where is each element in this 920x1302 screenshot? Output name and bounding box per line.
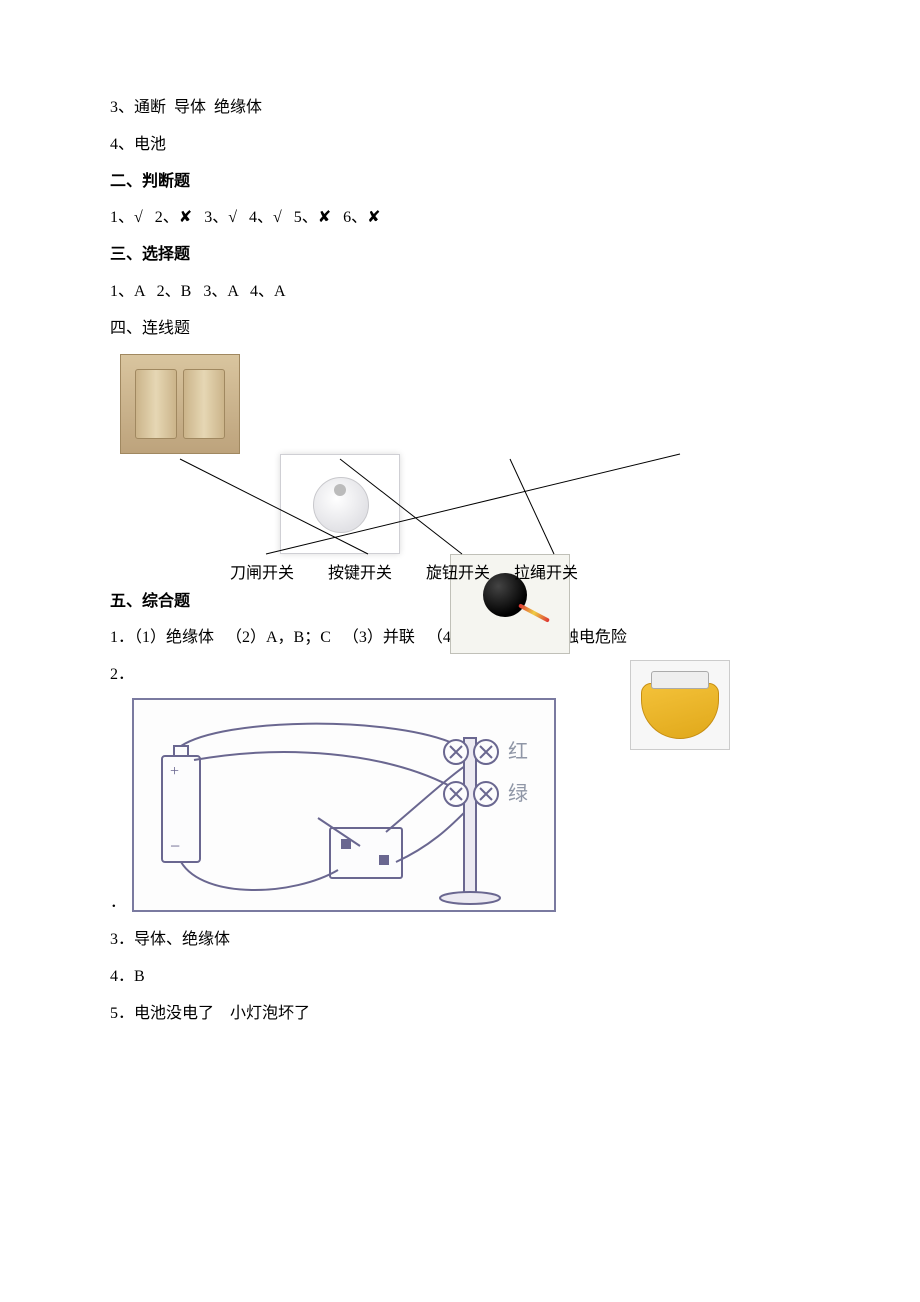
lamp-label-red: 红 (508, 740, 528, 763)
label-pull-switch: 拉绳开关 (514, 556, 578, 593)
circuit-diagram: + − (132, 698, 556, 912)
rotary-knob-image (280, 454, 400, 554)
q5-4: 4．B (110, 959, 810, 996)
section-4-title: 四、连线题 (110, 311, 810, 348)
label-rotary-switch: 旋钮开关 (426, 556, 490, 593)
label-button-switch: 按键开关 (328, 556, 392, 593)
svg-text:+: + (170, 763, 179, 780)
svg-text:−: − (170, 836, 180, 856)
section-3-title: 三、选择题 (110, 237, 810, 274)
fill-blank-3: 3、通断 导体 绝缘体 (110, 90, 810, 127)
q5-3: 3．导体、绝缘体 (110, 922, 810, 959)
section-2-title: 二、判断题 (110, 164, 810, 201)
rocker-switch-image (120, 354, 240, 454)
knife-switch-image (630, 660, 730, 750)
q5-5: 5．电池没电了 小灯泡坏了 (110, 996, 810, 1033)
fill-blank-4: 4、电池 (110, 127, 810, 164)
match-labels-row: 刀闸开关 按键开关 旋钮开关 拉绳开关 (110, 556, 810, 593)
circuit-svg: + − (134, 700, 554, 910)
leading-dot: ． (110, 885, 126, 922)
lamp-label-green: 绿 (508, 782, 528, 805)
matching-question: 刀闸开关 按键开关 旋钮开关 拉绳开关 (110, 354, 810, 584)
section-2-answers: 1、√ 2、✘ 3、√ 4、√ 5、✘ 6、✘ (110, 200, 810, 237)
label-knife-switch: 刀闸开关 (230, 556, 294, 593)
section-3-answers: 1、A 2、B 3、A 4、A (110, 274, 810, 311)
